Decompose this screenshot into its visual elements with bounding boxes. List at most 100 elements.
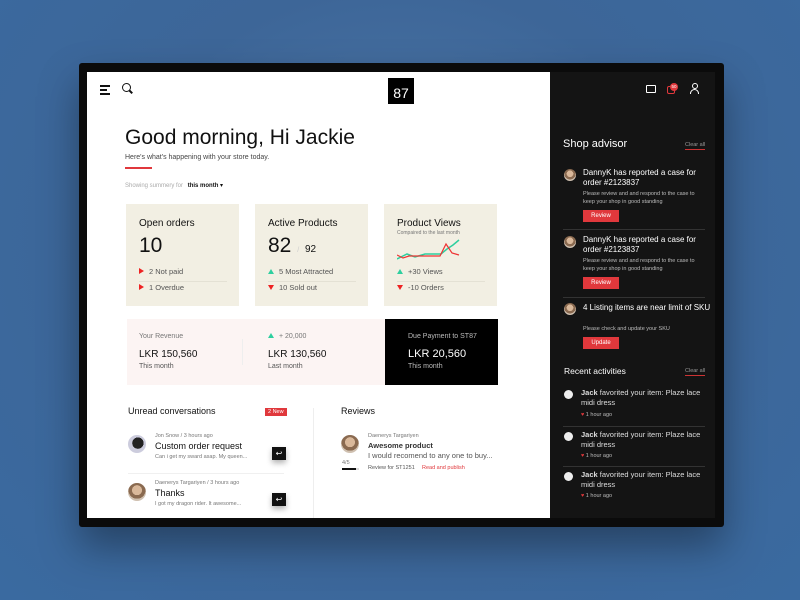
arrow-right-icon [139,268,144,274]
arrow-up-icon [268,333,274,338]
conversation-subject: Custom order request [155,441,243,451]
views-sparkline [397,239,460,260]
conversation-preview: I got my dragon rider. It awesome... [155,501,242,507]
review-button[interactable]: Review [583,210,619,222]
conversation-meta: Daenerys Targariyen / 3 hours ago [155,480,240,486]
due-payment-panel[interactable]: Due Payment to ST87 LKR 20,560 This mont… [385,319,498,385]
divider [563,426,705,427]
advisor-item-text: Please review and and respond to the cas… [583,258,695,272]
avatar [128,483,146,501]
update-button[interactable]: Update [583,337,619,349]
divider [128,473,284,474]
last-revenue-value: LKR 130,560 [268,349,327,360]
avatar [564,169,576,181]
review-text: I would recomend to any one to buy... [368,451,493,460]
activity-text: Jack favorited your item: Plaze lace mid… [581,430,701,449]
arrow-down-icon [268,285,274,290]
conversation-subject: Thanks [155,488,185,498]
card-active-products[interactable]: Active Products 82 / 92 5 Most Attracted… [255,204,368,306]
dropdown-icon[interactable]: ▾ [220,183,224,189]
card-product-views[interactable]: Product Views Compaired to the last mont… [384,204,497,306]
orders-line [397,242,460,259]
activities-clear-all[interactable]: Clear all [685,368,706,376]
card-subtitle: Compaired to the last month [397,230,460,236]
avatar [341,435,359,453]
card-title: Open orders [139,218,195,229]
revenue-label: Your Revenue [139,333,184,340]
reviews-title: Reviews [341,406,376,416]
review-button[interactable]: Review [583,277,619,289]
card-row: +30 Views [397,267,485,282]
conversation-meta: Jon Snow / 3 hours ago [155,433,213,439]
reply-icon[interactable]: ↩ [272,493,286,506]
activity-text: Jack favorited your item: Plaze lace mid… [581,470,701,489]
heart-icon: ♥ [581,453,585,459]
due-period: This month [408,363,443,370]
rating-bar-fill [342,468,356,470]
arrow-up-icon [268,269,274,274]
advisor-title: Shop advisor [563,138,628,150]
heart-icon: ♥ [581,412,585,418]
card-row: 1 Overdue [139,283,227,292]
avatar [564,236,576,248]
advisor-item-title: DannyK has reported a case for order #21… [583,168,696,187]
views-line [397,239,460,260]
rating-bar [342,468,359,470]
due-value: LKR 20,560 [408,348,467,360]
divider [563,297,705,298]
activity-time: ♥ 1 hour ago [581,493,613,499]
arrow-down-icon [397,285,403,290]
reply-icon[interactable]: ↩ [272,447,286,460]
activities-title: Recent activities [564,366,626,376]
card-open-orders[interactable]: Open orders 10 2 Not paid 1 Overdue [126,204,239,306]
divider [563,466,705,467]
card-value: 10 [139,234,163,257]
revenue-panel: Your Revenue LKR 150,560 This month + 20… [127,319,385,385]
due-label: Due Payment to ST87 [408,333,477,340]
search-icon[interactable] [122,83,131,92]
review-ref: Review for ST1251 [368,465,415,471]
user-icon[interactable] [690,83,699,95]
search-icon-handle [129,89,133,94]
advisor-clear-all[interactable]: Clear all [685,142,706,150]
activity-time: ♥ 1 hour ago [581,453,613,459]
greeting-title: Good morning, Hi Jackie [125,126,355,149]
card-value: 82 / 92 [268,234,317,257]
activity-text: Jack favorited your item: Plaze lace mid… [581,388,701,407]
arrow-right-icon [139,284,144,290]
activity-dot [564,432,573,441]
card-title: Product Views [397,218,461,229]
activity-time: ♥ 1 hour ago [581,412,613,418]
card-row: 2 Not paid [139,267,227,282]
messages-icon[interactable] [646,85,656,93]
accent-underline [125,167,152,169]
avatar [564,303,576,315]
card-row: -10 Orders [397,283,485,292]
logo[interactable]: 87 [388,78,414,104]
activity-dot [564,472,573,481]
arrow-up-icon [397,269,403,274]
review-title: Awesome product [368,441,433,450]
last-revenue-period: Last month [268,363,303,370]
advisor-item-title: 4 Listing items are near limit of SKU [583,303,711,312]
avatar [128,435,146,453]
advisor-item-text: Please review and and respond to the cas… [583,191,695,205]
card-row: 10 Sold out [268,283,356,292]
card-title: Active Products [268,218,338,229]
revenue-value: LKR 150,560 [139,349,198,360]
review-rating: 4/5 [342,460,350,466]
notification-badge: 50 [670,83,678,91]
sidebar: 50 Shop advisor Clear all DannyK has rep… [550,72,715,518]
advisor-item-text: Please check and update your SKU [583,326,670,332]
menu-icon[interactable] [100,85,110,95]
new-badge: 2 New [265,408,287,416]
read-publish-link[interactable]: Read and publish [422,465,465,471]
summary-period[interactable]: this month [187,183,219,189]
main-panel: 87 Good morning, Hi Jackie Here's what's… [87,72,550,518]
activity-dot [564,390,573,399]
summary-filter[interactable]: Showing summery for this month ▾ [125,182,223,189]
review-author: Daenerys Targariyen [368,433,419,439]
card-row: 5 Most Attracted [268,267,356,282]
conversation-preview: Can i get my sward asap. My queen... [155,454,248,460]
divider [563,229,705,230]
